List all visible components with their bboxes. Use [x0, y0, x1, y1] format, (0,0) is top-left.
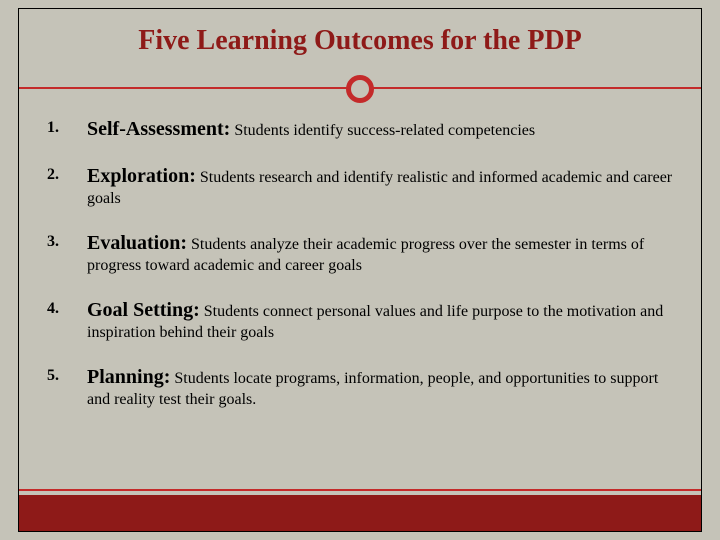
divider-ring-icon [346, 75, 374, 103]
item-number: 2. [47, 164, 87, 209]
item-number: 5. [47, 365, 87, 410]
item-heading: Self-Assessment: [87, 118, 230, 140]
slide-title: Five Learning Outcomes for the PDP [19, 9, 701, 75]
footer-rule [19, 489, 701, 491]
list-item: 2. Exploration: Students research and id… [47, 164, 673, 209]
item-body: Evaluation: Students analyze their acade… [87, 231, 673, 276]
item-heading: Goal Setting: [87, 299, 200, 321]
footer-bar [19, 495, 701, 531]
item-heading: Evaluation: [87, 232, 187, 254]
item-number: 4. [47, 298, 87, 343]
item-description: Students locate programs, information, p… [87, 370, 658, 408]
title-divider [19, 75, 701, 103]
item-heading: Planning: [87, 366, 170, 388]
item-body: Planning: Students locate programs, info… [87, 365, 673, 410]
item-number: 1. [47, 117, 87, 142]
item-body: Exploration: Students research and ident… [87, 164, 673, 209]
item-description: Students identify success-related compet… [234, 122, 535, 139]
item-body: Goal Setting: Students connect personal … [87, 298, 673, 343]
list-item: 3. Evaluation: Students analyze their ac… [47, 231, 673, 276]
list-item: 5. Planning: Students locate programs, i… [47, 365, 673, 410]
outcomes-list: 1. Self-Assessment: Students identify su… [19, 103, 701, 410]
slide-frame: Five Learning Outcomes for the PDP 1. Se… [18, 8, 702, 532]
item-heading: Exploration: [87, 165, 196, 187]
list-item: 1. Self-Assessment: Students identify su… [47, 117, 673, 142]
item-number: 3. [47, 231, 87, 276]
item-body: Self-Assessment: Students identify succe… [87, 117, 673, 142]
list-item: 4. Goal Setting: Students connect person… [47, 298, 673, 343]
